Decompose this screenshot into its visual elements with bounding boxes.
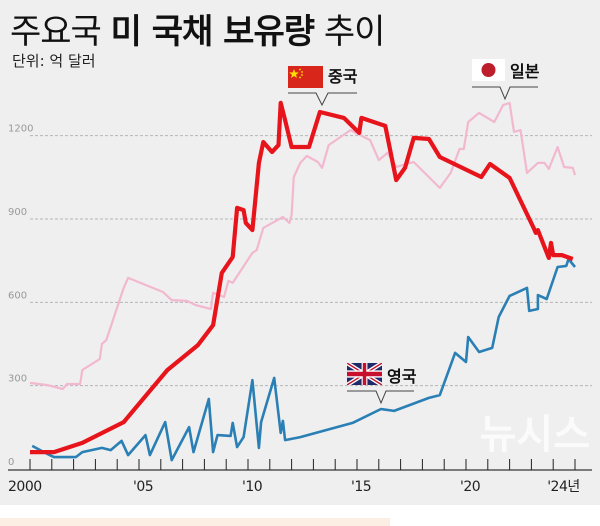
title-bold: 미 국채 보유량 [110, 12, 315, 52]
china-callout-pointer [288, 92, 357, 107]
chart-title: 주요국 미 국채 보유량 추이 [10, 4, 386, 53]
x-tick-label: '20 [460, 479, 480, 495]
series-line-china [30, 100, 574, 455]
unit-label: 단위: 억 달러 [12, 52, 96, 70]
japan-flag-icon [472, 59, 505, 81]
watermark-logo: 뉴시스 [480, 412, 590, 458]
x-tick-label: 2000 [8, 479, 42, 495]
uk-callout-pointer [347, 390, 414, 405]
japan-label: 일본 [472, 59, 540, 101]
series-line-japan [29, 101, 577, 391]
series-line-uk [31, 257, 577, 462]
x-tick-label: '05 [133, 479, 153, 495]
y-tick-label: 0 [8, 457, 14, 468]
uk-label: 영국 [347, 363, 417, 405]
x-tick-label: '24년 [547, 479, 580, 495]
title-suffix: 추이 [323, 12, 386, 52]
x-tick-label: '10 [242, 479, 262, 495]
x-tick-label: '15 [351, 479, 371, 495]
y-tick-label: 900 [8, 207, 27, 218]
china-label-text: 중국 [328, 67, 358, 86]
japan-label-text: 일본 [510, 62, 540, 81]
china-label: 중국 [288, 66, 358, 107]
japan-callout-pointer [472, 86, 538, 101]
y-tick-label: 300 [8, 374, 27, 385]
uk-label-text: 영국 [387, 367, 417, 386]
title-prefix: 주요국 [10, 12, 102, 52]
footer-strip [0, 518, 390, 526]
china-flag-icon [288, 66, 323, 88]
y-tick-label: 600 [8, 290, 27, 301]
uk-flag-icon [347, 363, 382, 385]
y-tick-label: 1200 [8, 124, 33, 135]
